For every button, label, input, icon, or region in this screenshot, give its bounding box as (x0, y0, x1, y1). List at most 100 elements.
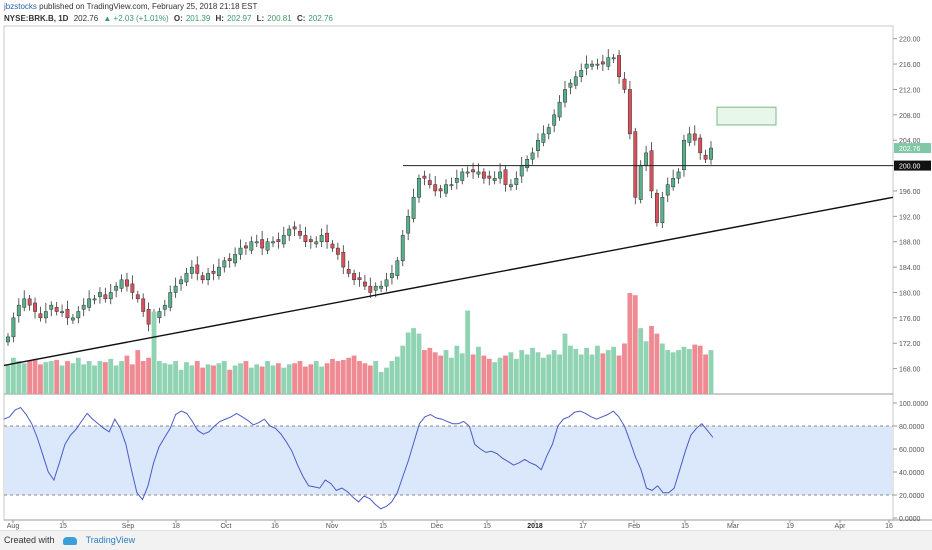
price-tick-label: 192.00 (899, 214, 921, 221)
candle-body (498, 171, 503, 179)
volume-bar (427, 347, 433, 394)
candle-body (276, 239, 281, 242)
volume-bar (275, 363, 281, 394)
volume-bar (373, 361, 379, 394)
volume-bar (508, 352, 514, 394)
candle-body (514, 178, 519, 185)
candle-body (633, 131, 638, 198)
volume-bar (686, 348, 692, 394)
tradingview-link[interactable]: TradingView (85, 535, 136, 545)
candle-body (692, 133, 697, 141)
volume-bar (108, 358, 114, 394)
candle-body (411, 197, 416, 219)
volume-bar (411, 328, 416, 394)
candle-body (98, 292, 102, 297)
volume-bar (5, 365, 11, 394)
candle-body (189, 266, 194, 274)
candle-body (471, 169, 475, 173)
volume-bar (578, 354, 584, 394)
candle-body (292, 226, 297, 230)
low-value: 200.81 (267, 14, 292, 23)
volume-bar (146, 357, 152, 394)
candle-body (357, 277, 362, 281)
volume-bar (308, 364, 314, 394)
candle-body (200, 275, 205, 281)
candle-body (379, 285, 384, 289)
volume-bar (416, 333, 422, 394)
oscillator-tick-label: 60.0000 (899, 447, 924, 454)
candle-body (346, 269, 351, 274)
volume-bar (638, 328, 644, 394)
candle-body (444, 184, 448, 194)
volume-bar (378, 372, 384, 394)
candle-body (43, 311, 48, 319)
oscillator-band (5, 426, 892, 495)
candle-body (503, 169, 508, 185)
candle-body (271, 241, 275, 244)
price-tick-label: 168.00 (899, 367, 921, 374)
volume-bar (221, 361, 227, 394)
candle-body (184, 273, 189, 283)
candle-body (335, 247, 340, 255)
volume-bar (616, 355, 622, 394)
volume-bar (470, 354, 476, 394)
time-tick-label: 16 (885, 523, 893, 530)
candle-body (384, 279, 389, 287)
target-zone-box (716, 106, 777, 126)
close-value: 202.76 (308, 14, 333, 23)
candle-body (368, 285, 373, 293)
volume-bar (335, 361, 341, 394)
candle-body (281, 235, 286, 245)
volume-bar (540, 357, 546, 394)
volume-bar (384, 367, 389, 394)
volume-bar (692, 344, 698, 394)
candle-body (92, 298, 97, 301)
candle-body (103, 294, 108, 300)
candle-body (579, 70, 584, 78)
candle-body (76, 311, 81, 319)
candle-body (660, 197, 665, 223)
candle-body (244, 245, 248, 249)
volume-bar (524, 354, 530, 394)
volume-bar (16, 361, 22, 394)
candle-body (481, 171, 486, 179)
volume-bar (492, 362, 498, 394)
author-link[interactable]: jbzstocks (4, 2, 37, 11)
candle-body (390, 273, 394, 278)
price-tick-label: 208.00 (899, 113, 921, 120)
volume-bar (129, 364, 135, 394)
price-tick-label: 216.00 (899, 62, 921, 69)
oscillator-tick-label: 0.0000 (899, 516, 921, 523)
volume-bar (38, 364, 43, 394)
volume-bar (567, 345, 573, 394)
price-tick-label: 176.00 (899, 316, 921, 323)
price-tick-label: 184.00 (899, 265, 921, 272)
volume-bar (481, 355, 487, 394)
open-value: 201.39 (185, 14, 211, 23)
candle-body (627, 89, 632, 135)
candle-body (6, 336, 10, 343)
candle-body (687, 133, 692, 143)
time-tick-label: 16 (271, 523, 279, 530)
publish-info: published on TradingView.com, February 2… (39, 2, 258, 11)
volume-bar (476, 346, 481, 394)
candle-body (584, 63, 589, 69)
volume-bar (659, 343, 665, 394)
candle-body (330, 243, 335, 249)
volume-bar (43, 362, 49, 394)
oscillator-tick-label: 40.0000 (899, 470, 924, 477)
volume-bar (330, 358, 335, 394)
price-chart[interactable]: 220.00 216.00 212.00 208.00 204.00 200.00 196.… (0, 25, 932, 530)
created-with-label: Created with (4, 535, 55, 545)
symbol-label[interactable]: NYSE:BRK.B, 1D (4, 14, 69, 23)
candle-body (465, 171, 470, 174)
volume-bar (340, 359, 346, 394)
volume-bar (535, 352, 541, 394)
candle-body (265, 241, 270, 251)
close-label: C: (296, 14, 306, 23)
time-tick-label: Dec (431, 523, 444, 530)
candle-body (709, 147, 713, 160)
time-tick-label: Feb (628, 523, 640, 530)
time-tick-label: Sep (122, 523, 135, 530)
candle-body (568, 82, 573, 88)
